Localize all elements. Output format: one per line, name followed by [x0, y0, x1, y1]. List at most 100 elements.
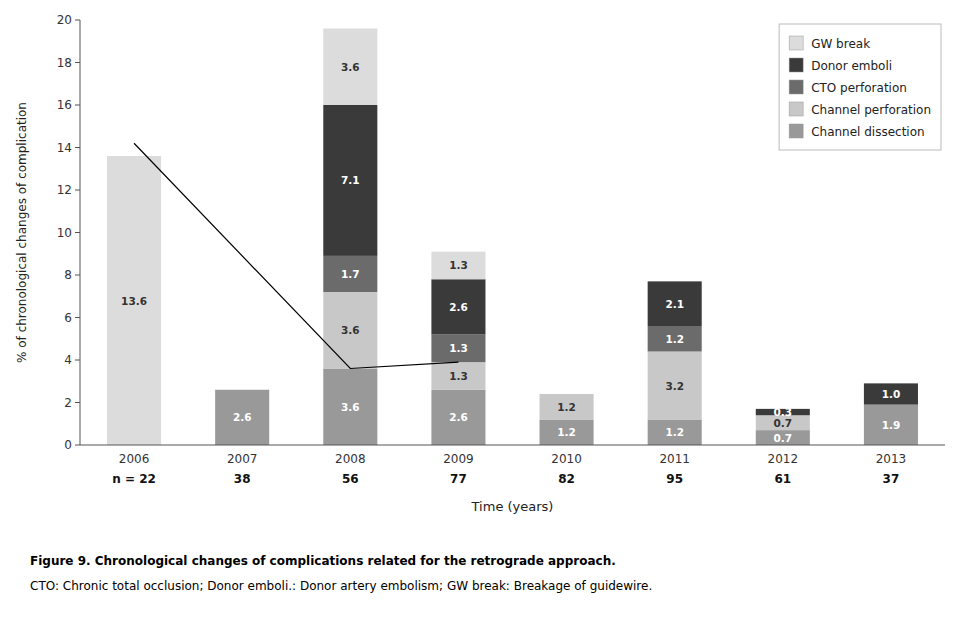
- y-tick: [75, 402, 80, 403]
- data-label: 2.1: [665, 298, 684, 310]
- y-tick-label: 4: [64, 353, 72, 367]
- annotation: 95: [666, 472, 683, 486]
- annotation: 38: [234, 472, 251, 486]
- legend-swatch: [789, 36, 803, 50]
- x-tick-label: 2007: [227, 452, 258, 466]
- bar-segment: [215, 390, 269, 445]
- bar-segment: [323, 29, 377, 106]
- annotation: n = 22: [112, 472, 156, 486]
- data-label: 1.0: [882, 388, 901, 400]
- annotation: 61: [774, 472, 791, 486]
- bar-segment: [215, 389, 269, 390]
- y-tick: [75, 275, 80, 276]
- y-tick: [75, 20, 80, 21]
- bar-segment: [215, 389, 269, 390]
- y-tick: [75, 62, 80, 63]
- legend-swatch: [789, 58, 803, 72]
- data-label: 2.6: [449, 301, 468, 313]
- legend-label: Channel perforation: [811, 103, 931, 117]
- bar-segment: [431, 362, 485, 390]
- data-label: 13.6: [121, 295, 147, 307]
- y-tick-label: 2: [64, 396, 72, 410]
- legend-frame: [779, 24, 941, 150]
- y-tick-label: 14: [57, 141, 72, 155]
- y-tick-label: 18: [57, 56, 72, 70]
- x-tick-label: 2008: [335, 452, 366, 466]
- bar-segment: [431, 390, 485, 445]
- y-tick-label: 12: [57, 183, 72, 197]
- y-axis: [80, 20, 81, 445]
- data-label: 7.1: [341, 174, 360, 186]
- trend-line: [134, 143, 458, 368]
- data-label: 2.6: [233, 411, 252, 423]
- data-label: 0.3: [774, 406, 793, 418]
- bar-segment: [540, 394, 594, 395]
- annotation: 56: [342, 472, 359, 486]
- legend-swatch: [789, 124, 803, 138]
- caption-subtitle: CTO: Chronic total occlusion; Donor embo…: [30, 579, 652, 593]
- data-label: 1.2: [665, 333, 684, 345]
- caption-title: Figure 9. Chronological changes of compl…: [30, 554, 616, 568]
- y-tick: [75, 190, 80, 191]
- data-label: 3.6: [341, 61, 360, 73]
- y-tick-label: 10: [57, 226, 72, 240]
- legend-label: Channel dissection: [811, 125, 925, 139]
- bar-segment: [323, 256, 377, 292]
- legend-label: CTO perforation: [811, 81, 907, 95]
- y-tick: [75, 445, 80, 446]
- bar-segment: [864, 405, 918, 445]
- x-axis: [80, 445, 945, 446]
- y-axis-label: % of chronological changes of complicati…: [15, 102, 29, 363]
- data-label: 3.2: [665, 380, 684, 392]
- bar-segment: [431, 335, 485, 363]
- bar-segment: [648, 352, 702, 420]
- x-tick-label: 2006: [119, 452, 150, 466]
- bar-segment: [431, 279, 485, 334]
- bar-segment: [648, 420, 702, 446]
- bar-segment: [648, 281, 702, 282]
- y-tick-label: 6: [64, 311, 72, 325]
- data-label: 1.3: [449, 342, 468, 354]
- data-label: 1.3: [449, 259, 468, 271]
- x-axis-label: Time (years): [471, 499, 554, 514]
- y-tick: [75, 232, 80, 233]
- data-label: 1.3: [449, 370, 468, 382]
- bar-segment: [431, 252, 485, 280]
- chart: 024681012141618202.63.62.61.21.20.71.93.…: [0, 0, 973, 632]
- bar-segment: [540, 394, 594, 395]
- plot-area: [107, 29, 918, 446]
- y-tick: [75, 105, 80, 106]
- data-label: 1.7: [341, 268, 360, 280]
- x-tick-label: 2012: [768, 452, 799, 466]
- y-tick: [75, 360, 80, 361]
- legend-swatch: [789, 80, 803, 94]
- y-tick-label: 16: [57, 98, 72, 112]
- bar-segment: [107, 156, 161, 445]
- y-tick: [75, 317, 80, 318]
- bar-segment: [323, 369, 377, 446]
- annotation: 82: [558, 472, 575, 486]
- bar-segment: [323, 292, 377, 369]
- legend-swatch: [789, 102, 803, 116]
- x-tick-label: 2013: [876, 452, 907, 466]
- bar-segment: [540, 394, 594, 395]
- annotation: 37: [883, 472, 900, 486]
- data-label: 2.6: [449, 411, 468, 423]
- bar-segment: [323, 105, 377, 256]
- legend-label: GW break: [811, 37, 870, 51]
- data-label: 0.7: [774, 432, 793, 444]
- y-tick-label: 8: [64, 268, 72, 282]
- annotation: 77: [450, 472, 467, 486]
- data-label: 0.7: [774, 417, 793, 429]
- data-label: 1.2: [557, 426, 576, 438]
- bar-segment: [215, 389, 269, 390]
- bar-segment: [215, 389, 269, 390]
- bar-segment: [648, 326, 702, 352]
- bar-segment: [864, 383, 918, 404]
- data-label: 1.9: [882, 419, 901, 431]
- x-tick-label: 2009: [443, 452, 474, 466]
- y-tick-label: 20: [57, 13, 72, 27]
- data-label: 1.2: [665, 426, 684, 438]
- bar-segment: [540, 394, 594, 420]
- x-tick-label: 2011: [659, 452, 690, 466]
